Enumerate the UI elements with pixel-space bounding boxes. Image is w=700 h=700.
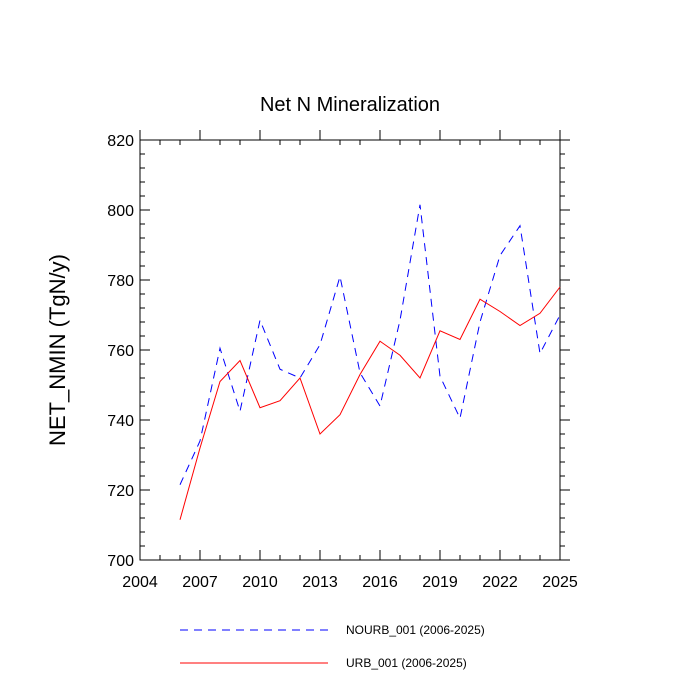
y-tick-label: 720 — [107, 483, 134, 500]
x-tick-label: 2016 — [362, 574, 398, 591]
x-tick-label: 2007 — [182, 574, 218, 591]
y-axis-label: NET_NMIN (TgN/y) — [45, 254, 70, 446]
x-tick-label: 2025 — [542, 574, 578, 591]
x-tick-label: 2004 — [122, 574, 158, 591]
x-tick-label: 2010 — [242, 574, 278, 591]
series-line-nourb-001 — [179, 204, 561, 485]
legend: NOURB_001 (2006-2025) URB_001 (2006-2025) — [180, 623, 485, 670]
x-tick-label: 2013 — [302, 574, 338, 591]
x-tick-label: 2022 — [482, 574, 518, 591]
y-tick-label: 780 — [107, 273, 134, 290]
y-tick-label: 760 — [107, 343, 134, 360]
y-tick-label: 700 — [107, 553, 134, 570]
legend-label: NOURB_001 (2006-2025) — [346, 623, 485, 637]
plot-frame — [139, 139, 561, 561]
legend-label: URB_001 (2006-2025) — [346, 656, 467, 670]
y-tick-label: 740 — [107, 413, 134, 430]
plot-area: 2004 2007 2010 2013 2016 2019 2022 2025 700 720 74… — [107, 130, 578, 591]
y-tick-label: 820 — [107, 133, 134, 150]
x-tick-label: 2019 — [422, 574, 458, 591]
chart-title: Net N Mineralization — [260, 94, 440, 116]
series-line-urb-001 — [179, 286, 561, 520]
y-tick-label: 800 — [107, 203, 134, 220]
